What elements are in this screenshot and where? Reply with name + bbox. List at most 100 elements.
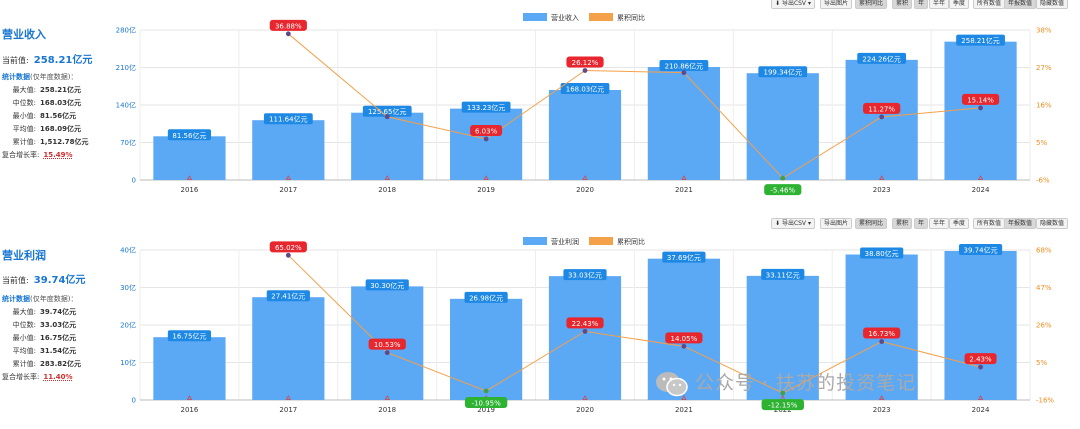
half-year-tab[interactable]: 半年 [929,0,950,9]
x-tick: 2020 [576,186,594,194]
bar-label-bg [958,243,1003,255]
x-marker [681,395,687,400]
hide-values-tab[interactable]: 隐藏数值 [1036,218,1069,229]
stats-heading: 统计数据(仅年度数据)： [2,73,78,81]
y-right-tick: 38% [1036,27,1052,35]
yoy-label: 11.27% [868,105,895,113]
bar [153,136,226,180]
yoy-point [780,390,786,396]
cumulative-toggle[interactable]: 累积 [892,218,913,229]
legend-swatch-line [589,237,613,245]
yoy-label: 10.53% [374,341,401,349]
x-marker [483,175,489,180]
hide-values-tab[interactable]: 隐藏数值 [1036,0,1069,9]
y-left-tick: 210亿 [116,63,136,72]
bar [252,120,325,180]
stat-cagr: 复合增长率: 15.49% [2,151,73,159]
bar-label-bg [362,105,412,117]
bar-label-bg [662,251,706,263]
export-image-button[interactable]: 导出图片 [820,218,853,229]
annual-values-tab[interactable]: 年报数值 [1004,0,1037,9]
x-marker [285,395,291,400]
bar-label-bg [860,247,904,259]
section-title: 营业利润 [2,249,46,262]
year-tab[interactable]: 年 [914,218,929,229]
y-right-tick: 26% [1036,322,1052,330]
yoy-label-bg [269,241,307,253]
bar-label: 125.65亿元 [368,107,407,116]
bar [450,108,523,180]
legend-label-bar: 营业收入 [551,13,579,22]
bar-label: 27.41亿元 [271,292,305,301]
yoy-label-bg [566,56,604,68]
bar-label: 224.26亿元 [862,54,901,63]
bar-label-bg [761,268,805,280]
yoy-label-bg [368,338,406,350]
bar [153,337,226,400]
stat-min: 最小值: 16.75亿元 [12,334,77,342]
stat-avg: 平均值: 31.54亿元 [12,347,77,355]
y-right-tick: 47% [1036,284,1052,292]
bar [746,73,819,180]
y-right-tick: -16% [1036,397,1054,405]
legend-swatch-bar [523,13,547,21]
revenue-panel: 营业收入 当前值: 258.21亿元 统计数据(仅年度数据)： 最大值: 258.… [0,0,1080,214]
x-marker [879,175,885,180]
yoy-point [681,70,687,76]
revenue-chart: 0 -6% 70亿 5% 140亿 16% 210亿 27% 280亿 38% 营业收入 累积同比 81… [116,13,1052,196]
bar-label-bg [956,34,1005,46]
yoy-label-bg [964,353,997,365]
y-left-tick: 280亿 [116,26,136,35]
y-right-tick: 5% [1036,139,1047,147]
export-csv-button[interactable]: ⬇ 导出CSV ▾ [771,0,815,9]
bar-label-bg [560,82,610,94]
bar [647,67,720,180]
x-tick: 2016 [181,406,199,414]
yoy-toggle[interactable]: 累积同比 [855,0,888,9]
y-right-tick: 16% [1036,102,1052,110]
bar [548,89,622,180]
x-tick: 2024 [972,186,990,194]
x-tick: 2023 [873,406,891,414]
yoy-label: 36.88% [275,22,302,30]
yoy-point [483,388,489,394]
cumulative-toggle[interactable]: 累积 [892,0,913,9]
bar-label: 16.75亿元 [172,332,206,341]
yoy-point [582,328,588,334]
yoy-point [780,175,786,181]
x-marker [582,175,588,180]
yoy-label-bg [566,317,604,329]
profit-panel: 营业利润 当前值: 39.74亿元 统计数据(仅年度数据)： 最大值: 39.74… [0,215,1080,429]
yoy-toggle[interactable]: 累积同比 [855,218,888,229]
current-value: 当前值: 258.21亿元 [2,55,93,66]
x-tick: 2017 [279,406,297,414]
annual-values-tab[interactable]: 年报数值 [1004,218,1037,229]
yoy-label-bg [269,19,307,31]
x-tick: 2024 [972,406,990,414]
legend-swatch-bar [523,237,547,245]
yoy-point [978,364,983,370]
yoy-label: 26.12% [572,59,599,67]
yoy-point [285,252,291,258]
x-marker [977,395,984,400]
bar-label: 38.80亿元 [865,249,899,258]
yoy-line [287,254,981,394]
quarter-tab[interactable]: 季度 [949,218,970,229]
yoy-label-bg [764,184,802,196]
export-image-button[interactable]: 导出图片 [820,0,853,9]
y-right-tick: -6% [1036,177,1050,185]
x-marker [384,175,390,180]
wechat-icon [656,371,688,396]
yoy-label: -5.46% [770,187,795,195]
year-tab[interactable]: 年 [914,0,929,9]
yoy-label-bg [863,102,901,114]
yoy-point [681,343,687,349]
export-csv-button[interactable]: ⬇ 导出CSV ▾ [771,218,815,229]
bar-label-bg [563,269,607,281]
bar-label-bg [857,52,907,64]
watermark-text: 公众号 · 扶苏的投资笔记 [695,372,917,394]
stats-heading: 统计数据(仅年度数据)： [2,295,78,303]
quarter-tab[interactable]: 季度 [949,0,970,9]
current-value: 当前值: 39.74亿元 [2,275,86,286]
half-year-tab[interactable]: 半年 [929,218,950,229]
